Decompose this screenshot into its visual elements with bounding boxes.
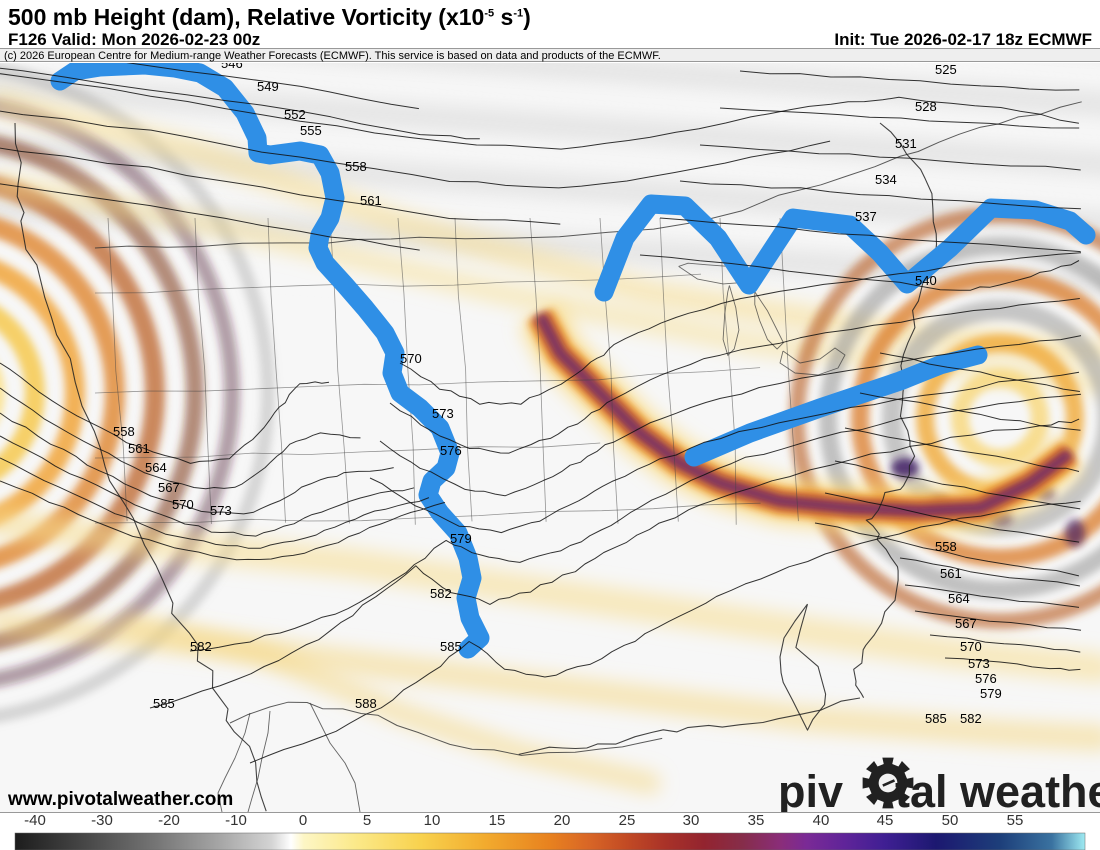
svg-text:573: 573 bbox=[210, 503, 232, 518]
svg-text:50: 50 bbox=[942, 813, 959, 829]
svg-text:585: 585 bbox=[925, 711, 947, 726]
svg-text:30: 30 bbox=[683, 813, 700, 829]
svg-text:570: 570 bbox=[960, 639, 982, 654]
svg-text:20: 20 bbox=[554, 813, 571, 829]
svg-text:582: 582 bbox=[960, 711, 982, 726]
svg-text:582: 582 bbox=[430, 586, 452, 601]
svg-text:561: 561 bbox=[360, 193, 382, 208]
svg-text:-10: -10 bbox=[225, 813, 247, 829]
svg-text:573: 573 bbox=[968, 656, 990, 671]
svg-text:tal weather: tal weather bbox=[895, 766, 1100, 812]
svg-text:558: 558 bbox=[345, 159, 367, 174]
svg-text:585: 585 bbox=[440, 639, 462, 654]
svg-text:570: 570 bbox=[172, 497, 194, 512]
svg-text:15: 15 bbox=[489, 813, 506, 829]
svg-text:549: 549 bbox=[257, 79, 279, 94]
svg-text:35: 35 bbox=[748, 813, 765, 829]
svg-text:540: 540 bbox=[915, 273, 937, 288]
svg-text:564: 564 bbox=[948, 591, 970, 606]
svg-text:582: 582 bbox=[190, 639, 212, 654]
svg-text:piv: piv bbox=[778, 766, 843, 812]
svg-text:-20: -20 bbox=[158, 813, 180, 829]
svg-text:576: 576 bbox=[440, 443, 462, 458]
svg-text:570: 570 bbox=[400, 351, 422, 366]
svg-text:5: 5 bbox=[363, 813, 371, 829]
svg-text:www.pivotalweather.com: www.pivotalweather.com bbox=[7, 789, 233, 810]
svg-text:579: 579 bbox=[450, 531, 472, 546]
svg-text:567: 567 bbox=[158, 480, 180, 495]
svg-text:25: 25 bbox=[619, 813, 636, 829]
svg-text:531: 531 bbox=[895, 136, 917, 151]
svg-text:528: 528 bbox=[915, 99, 937, 114]
svg-text:564: 564 bbox=[145, 460, 167, 475]
svg-text:558: 558 bbox=[935, 539, 957, 554]
svg-text:573: 573 bbox=[432, 406, 454, 421]
svg-text:588: 588 bbox=[355, 696, 377, 711]
svg-text:40: 40 bbox=[813, 813, 830, 829]
svg-text:55: 55 bbox=[1007, 813, 1024, 829]
svg-text:561: 561 bbox=[128, 441, 150, 456]
svg-text:525: 525 bbox=[935, 63, 957, 77]
svg-text:546: 546 bbox=[221, 63, 243, 71]
svg-text:-40: -40 bbox=[24, 813, 46, 829]
svg-text:537: 537 bbox=[855, 209, 877, 224]
svg-text:579: 579 bbox=[980, 686, 1002, 701]
svg-text:555: 555 bbox=[300, 123, 322, 138]
svg-text:567: 567 bbox=[955, 616, 977, 631]
svg-text:552: 552 bbox=[284, 107, 306, 122]
svg-text:558: 558 bbox=[113, 424, 135, 439]
svg-text:10: 10 bbox=[424, 813, 441, 829]
svg-text:585: 585 bbox=[153, 696, 175, 711]
svg-text:576: 576 bbox=[975, 671, 997, 686]
svg-text:534: 534 bbox=[875, 172, 897, 187]
svg-text:0: 0 bbox=[299, 813, 307, 829]
svg-text:45: 45 bbox=[877, 813, 894, 829]
svg-text:561: 561 bbox=[940, 566, 962, 581]
svg-text:-30: -30 bbox=[91, 813, 113, 829]
